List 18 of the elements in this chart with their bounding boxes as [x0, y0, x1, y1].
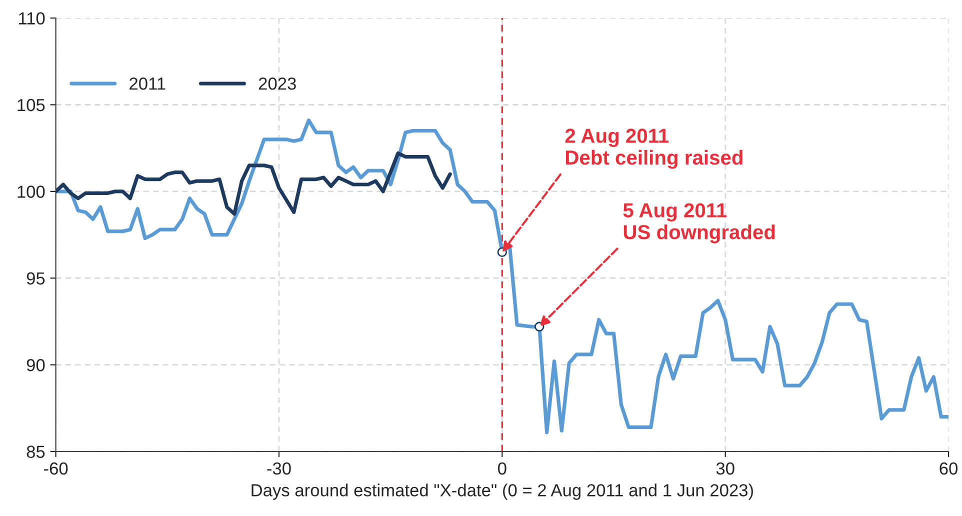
line-series: [56, 118, 949, 434]
x-tick-label: 60: [940, 462, 958, 475]
x-axis-title: Days around estimated "X-date" (0 = 2 Aug 2011 and 1 Jun 2023): [252, 484, 753, 500]
x-tick-label: 30: [716, 462, 734, 475]
legend-label: 2011: [130, 77, 166, 90]
x-tick-label: -30: [267, 462, 291, 475]
annotation: 5 Aug 2011 US downgraded: [623, 203, 775, 244]
y-tick-label: 110: [19, 12, 45, 25]
x-tick-label: 0: [498, 462, 506, 475]
annotation: 2 Aug 2011 Debt ceiling raised: [565, 128, 742, 169]
y-tick-label: 85: [26, 446, 45, 458]
y-tick-label: 105: [18, 98, 45, 112]
line-series: [56, 151, 452, 216]
legend-label: 2023: [258, 77, 296, 90]
x-tick-label: -60: [44, 462, 68, 475]
y-tick-label: 100: [18, 186, 45, 198]
y-tick-label: 95: [26, 272, 45, 285]
y-tick-label: 90: [26, 358, 45, 372]
